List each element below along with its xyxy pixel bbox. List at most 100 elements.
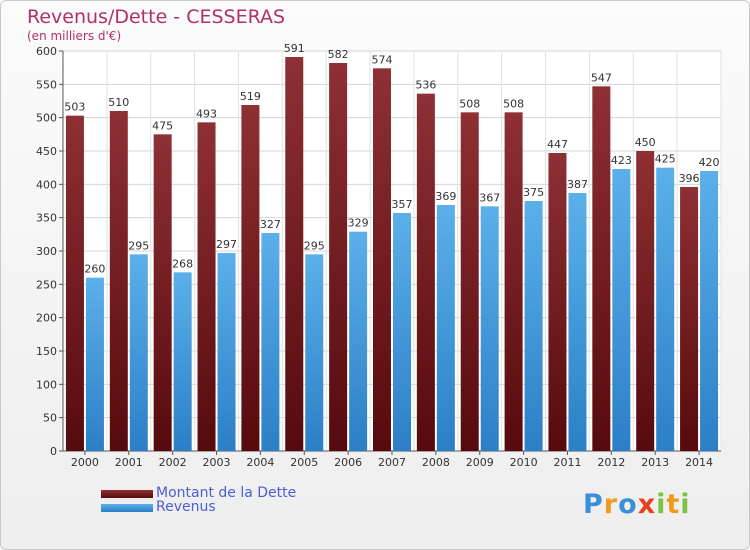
bar-revenus [480, 206, 499, 451]
data-label-revenus: 375 [523, 186, 544, 199]
logo-letter: o [618, 489, 638, 520]
y-tick-label: 200 [36, 312, 57, 325]
data-label-dette: 508 [459, 97, 480, 110]
logo-letter: t [666, 489, 681, 520]
bar-dette [241, 105, 260, 451]
bar-revenus [305, 254, 324, 451]
x-tick-label: 2014 [685, 456, 713, 469]
x-tick-label: 2013 [641, 456, 669, 469]
chart-title: Revenus/Dette - CESSERAS [27, 6, 286, 28]
data-label-revenus: 387 [567, 178, 588, 191]
y-tick-label: 350 [36, 212, 57, 225]
chart-subtitle: (en milliers d'€) [27, 29, 122, 43]
data-label-revenus: 423 [611, 154, 632, 167]
bar-revenus [349, 231, 368, 451]
bar-revenus [129, 254, 148, 451]
y-tick-label: 300 [36, 245, 57, 258]
data-label-revenus: 295 [128, 239, 149, 252]
data-label-revenus: 327 [260, 218, 281, 231]
x-tick-label: 2011 [553, 456, 581, 469]
y-tick-label: 150 [36, 345, 57, 358]
data-label-revenus: 295 [304, 239, 325, 252]
grid-lines [62, 50, 722, 452]
x-tick-label: 2005 [290, 456, 318, 469]
data-label-revenus: 260 [84, 263, 105, 276]
x-tick-label: 2000 [71, 456, 99, 469]
legend-label-revenus: Revenus [156, 499, 216, 515]
bar-revenus [568, 193, 587, 451]
x-tick-label: 2010 [510, 456, 538, 469]
legend-swatch-revenus [101, 504, 153, 512]
data-label-revenus: 367 [479, 191, 500, 204]
bar-revenus [85, 277, 104, 451]
bar-revenus [261, 233, 280, 451]
logo-letter: i [656, 489, 667, 520]
bar-revenus [217, 253, 236, 451]
y-tick-label: 500 [36, 112, 57, 125]
data-label-dette: 447 [547, 138, 568, 151]
bar-dette [65, 115, 84, 452]
bar-revenus [524, 201, 543, 451]
logo-letter: x [637, 489, 657, 520]
data-label-dette: 536 [415, 79, 436, 92]
bar-revenus [612, 169, 631, 451]
x-tick-label: 2002 [159, 456, 187, 469]
bars [65, 57, 719, 452]
data-label-dette: 591 [284, 42, 305, 55]
data-label-dette: 519 [240, 90, 261, 103]
bar-dette [460, 112, 479, 451]
bar-dette [285, 57, 304, 451]
x-tick-label: 2004 [246, 456, 274, 469]
x-tick-label: 2001 [115, 456, 143, 469]
data-label-dette: 503 [64, 101, 85, 114]
data-label-revenus: 329 [348, 217, 369, 230]
bar-revenus [700, 171, 719, 451]
bar-dette [680, 187, 699, 451]
bar-dette [504, 112, 523, 451]
logo-letter: i [680, 489, 691, 520]
y-tick-label: 250 [36, 278, 57, 291]
y-tick-label: 0 [50, 445, 57, 458]
y-tick-label: 600 [36, 45, 57, 58]
bar-dette [373, 68, 391, 451]
y-tick-label: 450 [36, 145, 57, 158]
x-tick-label: 2006 [334, 456, 362, 469]
bar-dette [153, 134, 172, 452]
bar-dette [329, 63, 348, 451]
data-label-revenus: 268 [172, 257, 193, 270]
y-tick-label: 50 [43, 412, 57, 425]
data-label-revenus: 425 [655, 153, 676, 166]
x-tick-label: 2003 [203, 456, 231, 469]
data-label-dette: 510 [108, 96, 129, 109]
data-label-dette: 475 [152, 119, 173, 132]
logo-letter: P [583, 489, 604, 520]
data-label-dette: 493 [196, 107, 217, 120]
data-label-revenus: 369 [435, 190, 456, 203]
data-label-dette: 574 [372, 53, 393, 66]
data-label-revenus: 420 [699, 156, 720, 169]
bar-dette [416, 93, 435, 452]
bar-dette [109, 111, 128, 451]
axes: 0 50 100 150 200 250 300 350 400 450 500 550 600 2000… [36, 45, 721, 469]
bar-revenus [656, 167, 675, 451]
data-label-dette: 547 [591, 71, 612, 84]
data-label-dette: 396 [679, 172, 700, 185]
bar-dette [548, 153, 567, 451]
bar-revenus [173, 272, 192, 451]
data-label-dette: 508 [503, 97, 524, 110]
data-label-dette: 582 [328, 48, 349, 61]
bar-revenus [436, 205, 455, 451]
x-tick-label: 2007 [378, 456, 406, 469]
x-tick-label: 2008 [422, 456, 450, 469]
data-labels: 503 260 510 295 475 268 493 297 519 327 591 295 582 3… [64, 42, 719, 276]
bar-dette [197, 122, 216, 451]
legend-label-debt: Montant de la Dette [156, 485, 297, 501]
x-tick-label: 2012 [597, 456, 625, 469]
bar-dette [636, 151, 655, 451]
proxiti-logo: Proxiti [583, 489, 691, 520]
x-tick-label: 2009 [466, 456, 494, 469]
data-label-dette: 450 [635, 136, 656, 149]
legend-swatch-debt [101, 490, 153, 498]
